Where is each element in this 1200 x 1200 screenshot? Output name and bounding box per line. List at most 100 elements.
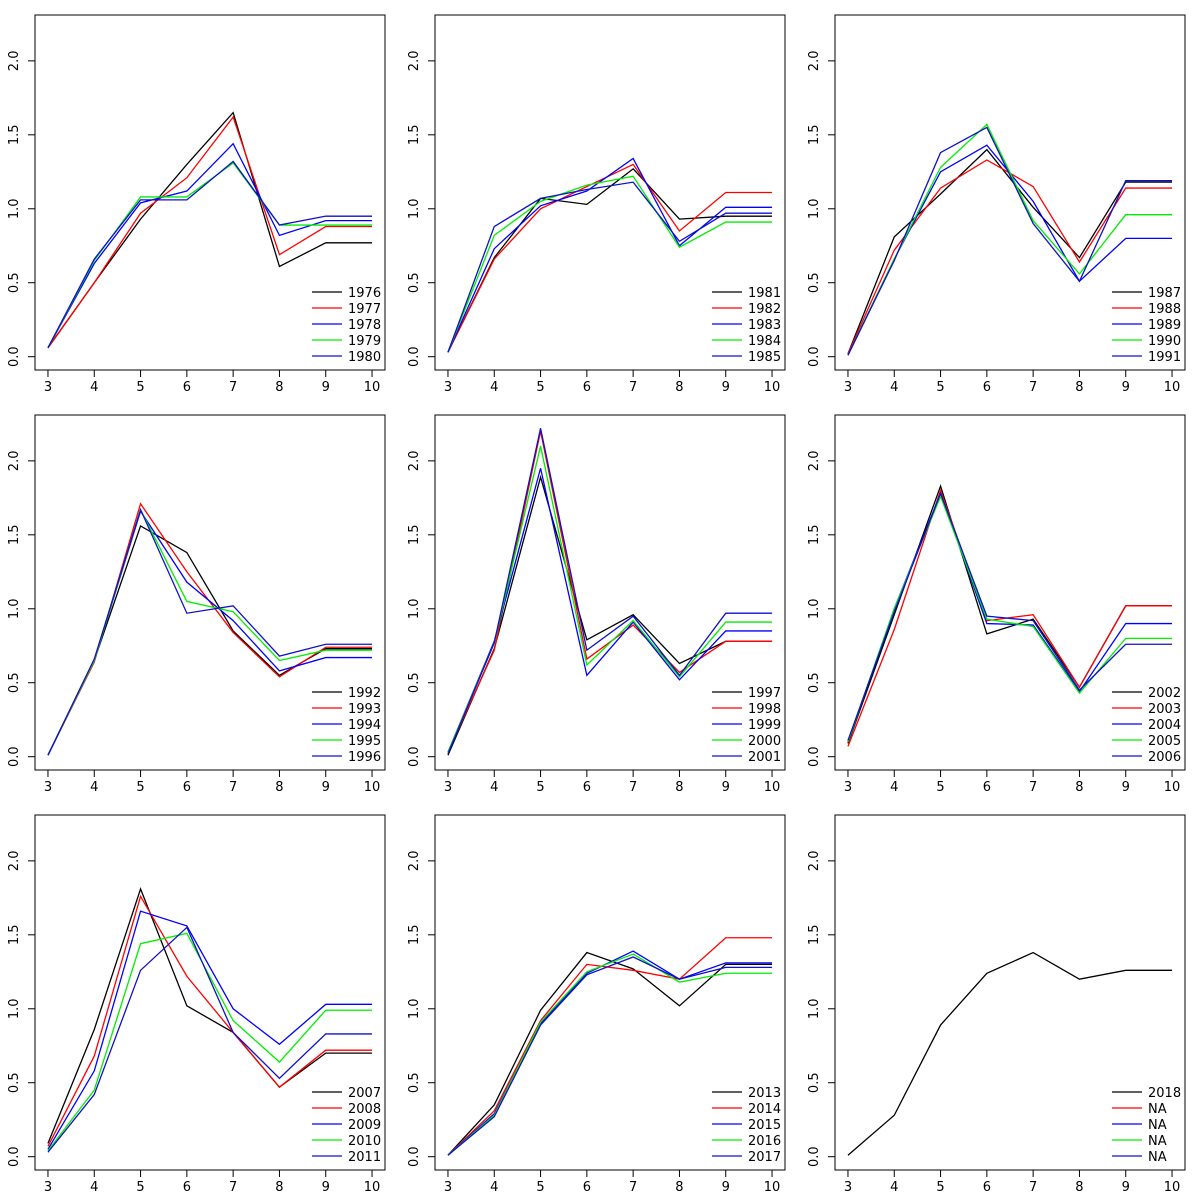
x-tick-label: 7: [629, 380, 637, 395]
y-tick-label: 0.0: [7, 746, 22, 767]
x-tick-label: 3: [44, 780, 52, 795]
x-tick-label: 6: [183, 1180, 191, 1195]
y-tick-label: 2.0: [7, 851, 22, 872]
y-tick-label: 2.0: [807, 451, 822, 472]
x-tick-label: 5: [536, 780, 544, 795]
y-tick-label: 2.0: [7, 51, 22, 72]
x-tick-label: 9: [1122, 780, 1130, 795]
series-line: [47, 115, 373, 349]
y-tick-label: 1.5: [407, 524, 422, 545]
legend-label: 2000: [748, 734, 781, 749]
x-tick-label: 9: [1122, 1180, 1130, 1195]
legend-label: 2018: [1148, 1086, 1181, 1101]
y-tick-label: 0.5: [807, 272, 822, 293]
y-tick-label: 0.5: [7, 1072, 22, 1093]
x-tick-label: 4: [90, 380, 98, 395]
legend-label: 1993: [348, 702, 381, 717]
series-line: [847, 494, 1173, 743]
x-tick-label: 9: [1122, 380, 1130, 395]
y-tick-label: 0.5: [7, 672, 22, 693]
y-tick-label: 0.0: [407, 346, 422, 367]
legend-label: 1998: [748, 702, 781, 717]
series-line: [847, 488, 1173, 747]
y-tick-label: 1.0: [807, 598, 822, 619]
series-line: [47, 926, 373, 1153]
legend-label: 1995: [348, 734, 381, 749]
legend-label: 2014: [748, 1102, 781, 1117]
x-tick-label: 7: [629, 780, 637, 795]
x-tick-label: 3: [844, 380, 852, 395]
x-tick-label: 9: [322, 780, 330, 795]
x-tick-label: 4: [490, 780, 498, 795]
x-tick-label: 10: [1164, 780, 1181, 795]
x-tick-label: 9: [722, 1180, 730, 1195]
legend-label: 2004: [1148, 718, 1181, 733]
series-line: [47, 932, 373, 1152]
legend-label: 2017: [748, 1150, 781, 1165]
legend-label: 2013: [748, 1086, 781, 1101]
series-line: [47, 524, 373, 756]
x-tick-label: 7: [229, 380, 237, 395]
x-tick-label: 3: [44, 380, 52, 395]
y-tick-label: 2.0: [807, 51, 822, 72]
legend-label: 1980: [348, 350, 381, 365]
series-line: [447, 951, 773, 1156]
y-tick-label: 0.0: [7, 346, 22, 367]
x-tick-label: 5: [936, 780, 944, 795]
x-tick-label: 7: [629, 1180, 637, 1195]
legend-label: NA: [1148, 1118, 1167, 1133]
y-tick-label: 0.5: [407, 272, 422, 293]
y-tick-label: 1.0: [807, 998, 822, 1019]
panel: 3 4 5 6 7 8 9 10 0.0 0.5 1.0 1.5 2.0 1987198819891990…: [807, 14, 1186, 395]
y-tick-label: 2.0: [807, 851, 822, 872]
series-line: [847, 483, 1173, 744]
series-line: [47, 502, 373, 756]
series-line: [447, 956, 773, 1156]
plot-frame: [34, 14, 386, 371]
y-tick-label: 0.5: [407, 1072, 422, 1093]
series-line: [47, 507, 373, 756]
x-tick-label: 10: [764, 1180, 781, 1195]
y-tick-label: 2.0: [7, 451, 22, 472]
x-tick-label: 7: [1029, 1180, 1037, 1195]
x-tick-label: 4: [90, 780, 98, 795]
series-line: [447, 445, 773, 753]
x-tick-label: 8: [1075, 780, 1083, 795]
plot-frame: [34, 414, 386, 771]
plot-frame: [834, 14, 1186, 371]
x-tick-label: 4: [490, 1180, 498, 1195]
series-line: [47, 509, 373, 756]
y-tick-label: 1.0: [7, 198, 22, 219]
legend-label: 1979: [348, 334, 381, 349]
legend-label: 1977: [348, 302, 381, 317]
x-tick-label: 5: [536, 380, 544, 395]
x-tick-label: 9: [722, 380, 730, 395]
legend-label: 1981: [748, 286, 781, 301]
legend-label: 1978: [348, 318, 381, 333]
plot-frame: [434, 14, 786, 371]
plot-frame: [834, 414, 1186, 771]
x-tick-label: 6: [983, 380, 991, 395]
series-line: [847, 159, 1173, 354]
legend-label: 1987: [1148, 286, 1181, 301]
x-tick-label: 4: [90, 1180, 98, 1195]
y-tick-label: 1.5: [807, 924, 822, 945]
series-line: [447, 175, 773, 353]
series-line: [447, 953, 773, 1156]
y-tick-label: 1.0: [7, 998, 22, 1019]
y-tick-label: 1.5: [7, 924, 22, 945]
series-line: [47, 142, 373, 349]
series-line: [447, 468, 773, 753]
x-tick-label: 7: [229, 780, 237, 795]
y-tick-label: 1.5: [807, 124, 822, 145]
panel: 3 4 5 6 7 8 9 10 0.0 0.5 1.0 1.5 2.0 2007200820092010…: [7, 814, 386, 1195]
series-line: [447, 428, 773, 754]
x-tick-label: 10: [364, 780, 381, 795]
y-tick-label: 1.5: [807, 524, 822, 545]
legend-label: 1982: [748, 302, 781, 317]
panel: 3 4 5 6 7 8 9 10 0.0 0.5 1.0 1.5 2.0 1981198219831984…: [407, 14, 786, 395]
y-tick-label: 0.0: [807, 1146, 822, 1167]
legend-label: 2011: [348, 1150, 381, 1165]
legend-label: 2003: [1148, 702, 1181, 717]
